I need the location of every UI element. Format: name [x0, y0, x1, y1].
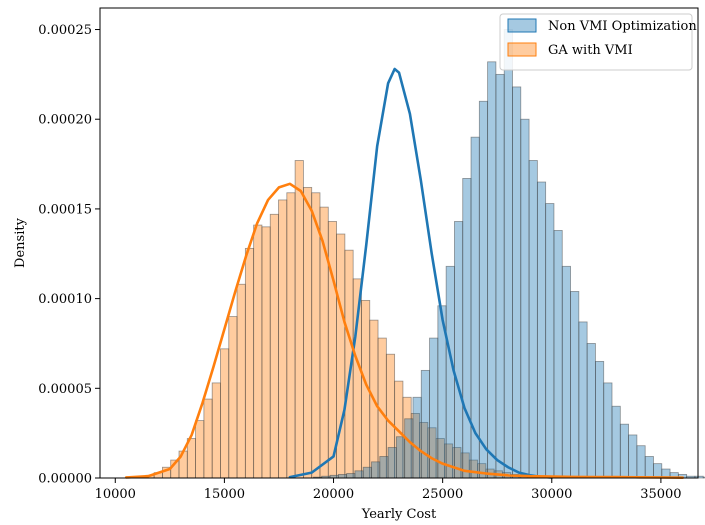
- ga-with-vmi-bar: [211, 382, 221, 479]
- y-tick-label: 0.00015: [38, 202, 92, 217]
- non-vmi-optimization-bar: [379, 456, 389, 479]
- ga-with-vmi-bar: [286, 192, 296, 479]
- legend-swatch-ga-with-vmi: [507, 42, 537, 57]
- legend-swatch-non-vmi-optimization: [507, 18, 537, 33]
- ga-with-vmi-bar: [253, 224, 263, 479]
- non-vmi-optimization-bar: [478, 100, 489, 479]
- non-vmi-optimization-bar: [412, 396, 422, 479]
- ga-with-vmi-bar: [303, 186, 313, 479]
- x-tick-label: 30000: [531, 487, 572, 502]
- x-axis-ticks: 10000 15000 20000 25000 30000 35000: [95, 478, 682, 502]
- non-vmi-optimization-bar: [644, 456, 654, 479]
- non-vmi-optimization-bar: [578, 321, 588, 479]
- ga-with-vmi-bar: [278, 199, 288, 479]
- non-vmi-optimization-bar: [561, 265, 571, 479]
- non-vmi-optimization-bar: [553, 230, 563, 479]
- y-axis-ticks: 0.00000 0.00005 0.00010 0.00015 0.00020 0.000…: [38, 23, 100, 487]
- legend-box: [499, 13, 693, 71]
- ga-with-vmi-bar: [294, 160, 304, 479]
- ga-with-vmi-bar: [186, 438, 196, 479]
- x-tick-label: 35000: [640, 487, 681, 502]
- non-vmi-optimization-bar: [570, 291, 580, 479]
- y-tick-label: 0.00025: [38, 23, 92, 38]
- x-tick-label: 15000: [204, 487, 245, 502]
- x-tick-label: 10000: [95, 487, 136, 502]
- non-vmi-optimization-bar: [536, 181, 547, 479]
- x-axis-label: Yearly Cost: [361, 507, 437, 522]
- non-vmi-optimization-bar: [495, 73, 505, 479]
- kde-lines: [124, 67, 685, 479]
- ga-with-vmi-kde-line: [124, 182, 685, 479]
- y-tick-label: 0.00010: [38, 292, 92, 307]
- legend: Non VMI Optimization GA with VMI: [499, 13, 697, 71]
- x-tick-label: 25000: [422, 487, 463, 502]
- ga-with-vmi-bar: [269, 213, 279, 479]
- x-tick-label: 20000: [313, 487, 354, 502]
- ga-with-vmi-bar: [195, 420, 205, 479]
- ga-with-vmi-bar: [327, 221, 337, 479]
- non-vmi-optimization-bar: [586, 343, 596, 479]
- non-vmi-optimization-bar: [503, 29, 513, 479]
- y-tick-label: 0.00000: [38, 472, 92, 487]
- legend-label-non-vmi-optimization: Non VMI Optimization: [548, 19, 697, 34]
- non-vmi-optimization-bar: [628, 434, 638, 479]
- non-vmi-optimization-bar: [487, 61, 497, 479]
- ga-with-vmi-bar: [261, 226, 271, 479]
- non-vmi-optimization-bar: [512, 86, 522, 479]
- ga-with-vmi-bar: [220, 348, 230, 479]
- ga-with-vmi-bar: [203, 398, 213, 479]
- plot-frame: [99, 7, 699, 479]
- y-axis-label: Density: [13, 217, 28, 268]
- non-vmi-optimization-bar: [387, 447, 397, 479]
- non-vmi-optimization-bar: [354, 470, 364, 479]
- non-vmi-optimization-bar: [636, 445, 646, 479]
- non-vmi-optimization-bar: [653, 463, 663, 479]
- non-vmi-optimization-bar: [337, 474, 348, 479]
- non-vmi-optimization-bar: [595, 360, 605, 479]
- non-vmi-optimization-bar: [371, 461, 381, 479]
- non-vmi-optimization-bar: [528, 160, 538, 479]
- non-vmi-optimization-bar: [404, 418, 414, 479]
- non-vmi-optimization-bar: [603, 382, 613, 479]
- ga-with-vmi-bar: [352, 278, 362, 479]
- ga-with-vmi-bar: [228, 316, 238, 479]
- non-vmi-optimization-bar: [454, 221, 464, 479]
- non-vmi-optimization-bar: [545, 203, 555, 479]
- non-vmi-optimization-bar: [702, 476, 705, 479]
- non-vmi-optimization-bar: [520, 118, 530, 479]
- ga-with-vmi-bar: [311, 192, 321, 479]
- legend-label-ga-with-vmi: GA with VMI: [548, 43, 633, 58]
- non-vmi-optimization-bar: [420, 369, 430, 479]
- ga-with-vmi-bar: [236, 283, 246, 479]
- y-tick-label: 0.00020: [38, 113, 92, 128]
- non-vmi-optimization-bar: [395, 436, 406, 479]
- y-tick-label: 0.00005: [38, 382, 92, 397]
- non-vmi-optimization-bar: [346, 473, 356, 479]
- non-vmi-optimization-bar: [362, 466, 372, 479]
- non-vmi-optimization-bar: [462, 178, 472, 479]
- ga-with-vmi-bar: [244, 247, 255, 479]
- non-vmi-optimization-bar: [619, 423, 629, 479]
- non-vmi-optimization-bar: [611, 405, 621, 479]
